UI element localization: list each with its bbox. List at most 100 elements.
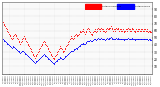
Point (140, 39, 143, 40)
Point (104, 39, 106, 41)
Point (107, 29, 109, 30)
Point (17, 40, 20, 41)
Point (53, 57, 56, 59)
Point (101, 38, 103, 39)
Point (148, 39, 150, 40)
Point (125, 30, 128, 31)
Point (88, 40, 91, 41)
Point (35, 54, 38, 56)
Point (102, 38, 105, 39)
Point (47, 49, 50, 50)
Point (107, 38, 109, 39)
Point (20, 40, 23, 41)
Point (148, 31, 151, 33)
Point (48, 59, 50, 60)
Point (104, 30, 107, 31)
Point (72, 37, 75, 39)
Point (83, 44, 85, 45)
Point (46, 57, 49, 59)
Point (74, 48, 76, 49)
Point (142, 38, 145, 39)
Point (61, 59, 64, 60)
Point (133, 31, 136, 33)
Point (64, 56, 67, 57)
Point (93, 29, 96, 30)
Point (145, 30, 147, 31)
Point (49, 59, 51, 61)
Point (32, 54, 35, 56)
Point (10, 46, 12, 48)
Point (98, 38, 100, 39)
Point (10, 37, 12, 39)
Point (23, 36, 25, 37)
Point (107, 27, 110, 29)
Point (87, 40, 89, 41)
Point (106, 27, 108, 29)
Point (118, 39, 120, 40)
Point (9, 46, 12, 47)
Point (148, 30, 150, 31)
Point (137, 30, 140, 31)
Point (122, 39, 125, 40)
Point (75, 34, 78, 36)
Point (127, 27, 129, 29)
Point (77, 34, 79, 36)
Point (107, 37, 110, 39)
Point (111, 38, 114, 39)
Point (31, 51, 33, 53)
Point (98, 29, 100, 30)
Point (140, 30, 143, 31)
Point (114, 38, 117, 39)
Point (150, 39, 152, 41)
Point (122, 38, 124, 39)
Point (57, 58, 60, 59)
Point (8, 33, 10, 34)
Point (88, 30, 91, 31)
Point (141, 38, 143, 39)
Point (13, 46, 15, 48)
Point (25, 40, 27, 41)
Point (146, 30, 149, 31)
Point (46, 56, 48, 58)
Point (113, 38, 115, 39)
Point (64, 56, 66, 58)
Point (94, 30, 96, 31)
Point (28, 46, 30, 47)
Point (133, 30, 135, 31)
Point (78, 46, 80, 47)
Point (14, 33, 16, 34)
Point (18, 51, 21, 53)
Point (136, 39, 138, 40)
Point (94, 39, 96, 40)
Point (25, 54, 27, 55)
Point (42, 41, 44, 43)
Point (124, 30, 126, 31)
Point (110, 37, 113, 39)
Point (105, 38, 108, 39)
Point (18, 41, 21, 43)
Point (38, 49, 41, 50)
Point (145, 38, 148, 39)
Point (74, 34, 76, 36)
Point (73, 49, 76, 50)
Point (11, 47, 13, 49)
Point (14, 48, 17, 49)
Point (133, 39, 135, 40)
Point (96, 29, 99, 30)
Point (92, 31, 94, 33)
Point (129, 29, 132, 30)
Point (98, 30, 101, 31)
Point (32, 60, 34, 61)
Point (109, 37, 111, 39)
Point (145, 39, 147, 40)
Point (37, 59, 39, 61)
Point (50, 54, 53, 56)
Point (36, 60, 39, 61)
Point (19, 52, 21, 54)
Point (110, 36, 112, 38)
Point (11, 37, 14, 39)
Point (117, 29, 120, 30)
Point (44, 55, 47, 56)
Point (124, 29, 127, 30)
Point (95, 39, 97, 41)
